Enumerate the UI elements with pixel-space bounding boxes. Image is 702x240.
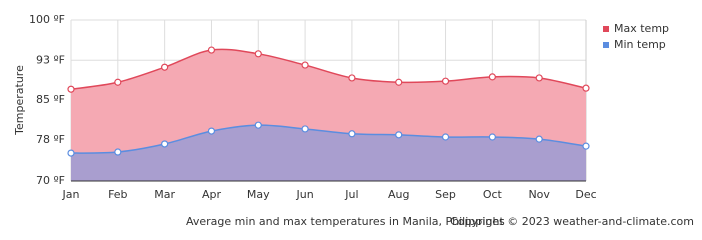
y-axis-title: Temperature <box>13 65 26 136</box>
legend-swatch <box>603 42 609 48</box>
chart: Temperature Average min and max temperat… <box>13 13 694 228</box>
point <box>161 140 169 148</box>
line <box>70 124 587 154</box>
point <box>114 78 122 86</box>
x-tick-label: Sep <box>435 188 456 201</box>
x-tick-label: Oct <box>483 188 503 201</box>
x-tick-label: Jul <box>344 188 358 201</box>
point <box>488 73 496 81</box>
point <box>488 133 496 141</box>
line <box>70 48 587 90</box>
point <box>535 74 543 82</box>
caption: Average min and max temperatures in Mani… <box>186 215 505 228</box>
x-tick-label: Dec <box>575 188 596 201</box>
x-tick-label: Mar <box>154 188 175 201</box>
point <box>395 131 403 139</box>
point <box>207 46 216 54</box>
point <box>114 148 122 156</box>
point <box>254 121 262 129</box>
point <box>441 133 450 141</box>
x-tick-label: Apr <box>202 188 222 201</box>
point <box>348 74 356 82</box>
point <box>207 127 216 135</box>
point <box>582 84 590 92</box>
copyright: Copyright © 2023 weather-and-climate.com <box>450 215 694 228</box>
point <box>441 77 450 85</box>
x-tick-label: May <box>247 188 270 201</box>
point <box>67 149 75 157</box>
point <box>582 142 590 150</box>
point <box>348 130 356 138</box>
y-tick-label: 70 ºF <box>36 174 65 187</box>
point <box>535 135 543 143</box>
area <box>71 125 586 181</box>
legend-label: Min temp <box>614 38 666 51</box>
x-tick-label: Aug <box>388 188 409 201</box>
legend-swatch <box>603 26 609 32</box>
x-tick-label: Jan <box>62 188 80 201</box>
point <box>301 125 309 133</box>
point <box>301 61 309 69</box>
x-tick-label: Feb <box>108 188 127 201</box>
point <box>67 85 75 93</box>
point <box>395 78 403 86</box>
x-tick-label: Jun <box>295 188 313 201</box>
point <box>254 50 262 58</box>
legend-label: Max temp <box>614 22 669 35</box>
y-tick-label: 85 ºF <box>36 93 65 106</box>
y-tick-label: 100 ºF <box>29 13 65 26</box>
point <box>161 63 169 71</box>
x-tick-label: Nov <box>528 188 550 201</box>
y-tick-label: 78 ºF <box>36 133 65 146</box>
y-tick-label: 93 ºF <box>36 53 65 66</box>
